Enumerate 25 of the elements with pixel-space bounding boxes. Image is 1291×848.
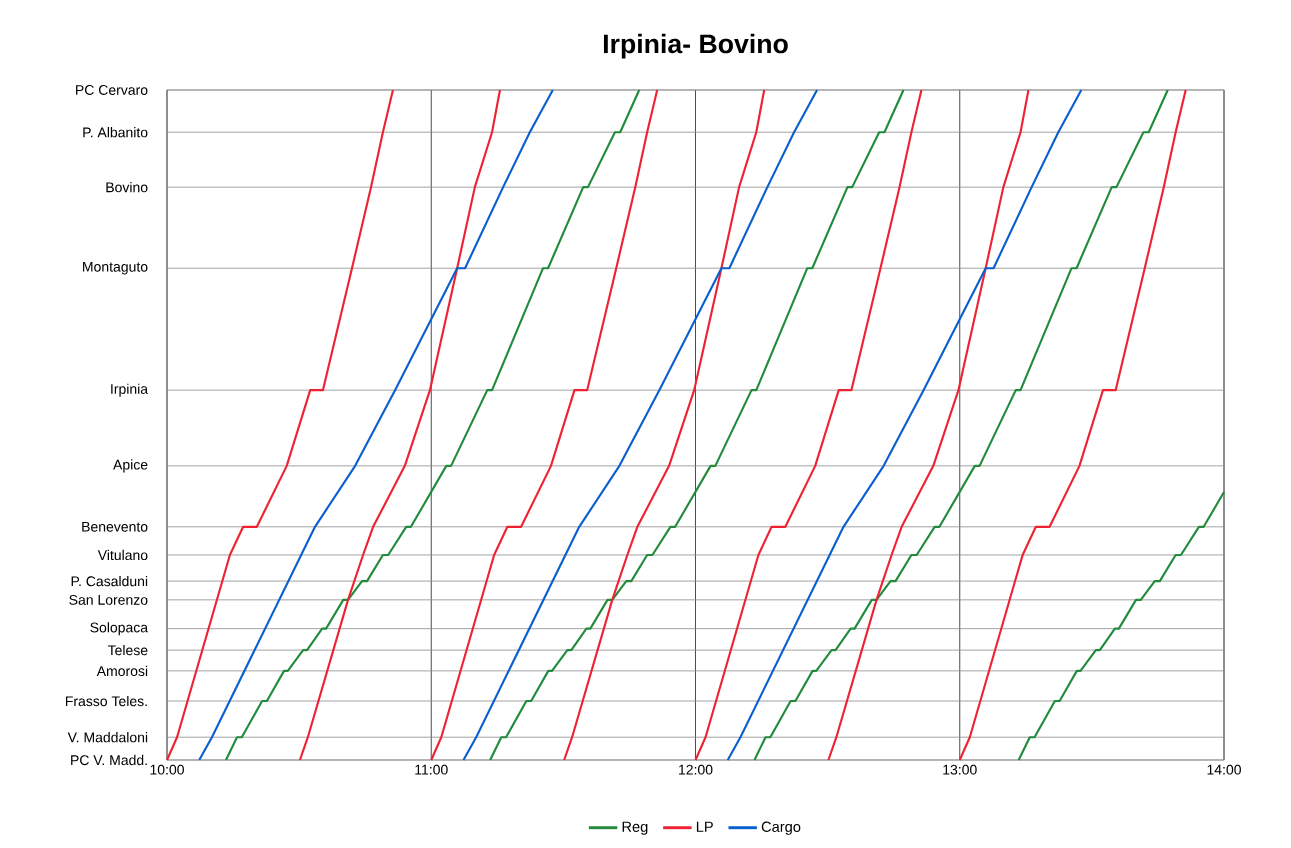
ref-line-label: PC V. Madd. [71, 754, 147, 766]
ref-line-label: Vitulano [97, 549, 148, 561]
legend-label: Reg [622, 821, 648, 835]
ref-line-label: P. Casalduni [71, 575, 148, 587]
x-tick-label: 10:00 [150, 764, 184, 775]
legend-label: Cargo [761, 821, 801, 835]
ref-line-label: V. Maddaloni [67, 732, 148, 743]
legend-label: LP [696, 821, 713, 832]
ref-line-label: Benevento [82, 521, 148, 532]
ref-line-label: Montaguto [83, 261, 148, 275]
ref-line-label: P. Albanito [83, 127, 148, 138]
ref-line-label: Bovino [106, 182, 148, 193]
ref-line-label: Telese [107, 644, 148, 656]
chart-title: Irpinia- Bovino [603, 33, 788, 59]
ref-line-label: PC Cervaro [76, 85, 148, 95]
x-tick-label: 12:00 [679, 764, 713, 775]
x-tick-label: 13:00 [943, 764, 977, 775]
ref-line-label: Frasso Teles. [65, 695, 147, 707]
ref-line-label: San Lorenzo [69, 594, 148, 605]
ref-line-label: Solopaca [90, 622, 149, 636]
ref-line-label: Apice [113, 459, 148, 473]
x-tick-label: 11:00 [415, 764, 448, 775]
ref-line-label: Amorosi [96, 665, 148, 677]
ref-line-label: Irpinia [111, 383, 149, 397]
x-tick-label: 14:00 [1207, 764, 1241, 775]
